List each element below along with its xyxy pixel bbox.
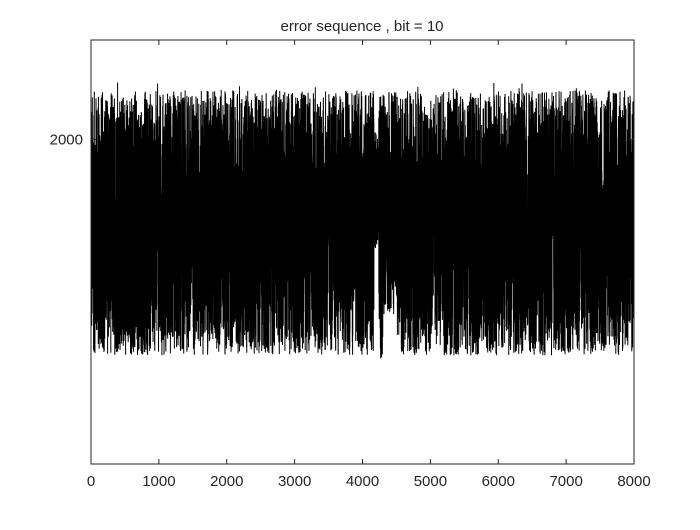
x-tick-label: 2000 [210,473,243,490]
chart-title: error sequence , bit = 10 [280,18,443,35]
x-tick-label: 7000 [549,473,582,490]
x-tick-label: 0 [87,473,95,490]
x-tick-label: 8000 [617,473,650,490]
x-tick-label: 3000 [278,473,311,490]
series-layer [90,82,635,359]
y-axis: 2000 [50,131,634,148]
y-tick-label: 2000 [50,131,83,148]
error-sequence-line [90,82,635,359]
x-axis: 0 1000 2000 3000 4000 5000 6000 7000 8000 [87,40,651,490]
x-tick-label: 4000 [346,473,379,490]
x-tick-label: 5000 [414,473,447,490]
x-tick-label: 6000 [482,473,515,490]
x-tick-label: 1000 [142,473,175,490]
